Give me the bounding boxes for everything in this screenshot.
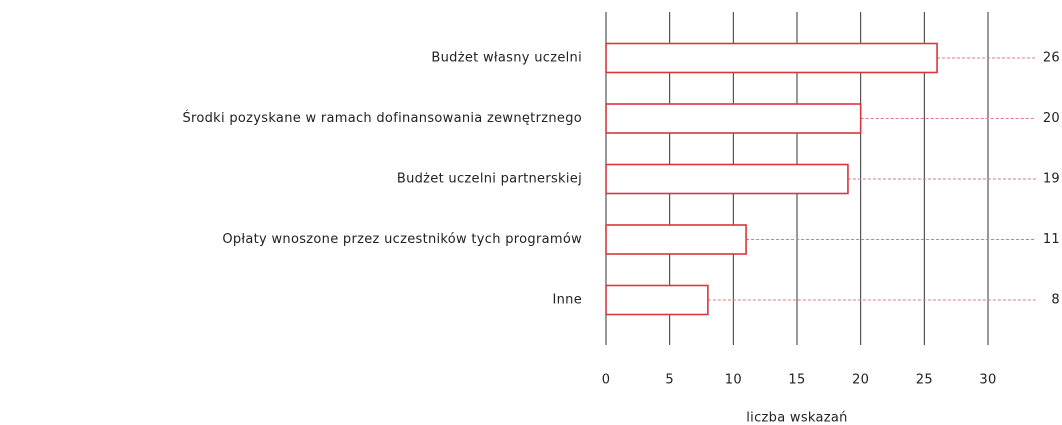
data-label: 8 bbox=[1051, 293, 1060, 308]
data-label: 11 bbox=[1043, 232, 1060, 247]
data-label: 19 bbox=[1043, 172, 1060, 187]
x-tick-label: 30 bbox=[979, 373, 996, 388]
bar bbox=[605, 224, 747, 255]
x-tick-label: 25 bbox=[916, 373, 933, 388]
bar bbox=[605, 284, 709, 316]
y-tick-label: Budżet uczelni partnerskiej bbox=[397, 172, 582, 187]
x-axis-title: liczba wskazań bbox=[746, 411, 847, 425]
x-tick-label: 20 bbox=[852, 373, 869, 388]
y-tick-label: Środki pozyskane w ramach dofinansowania… bbox=[182, 110, 582, 126]
bar bbox=[605, 163, 849, 195]
x-tick-label: 0 bbox=[602, 373, 611, 388]
x-tick-label: 5 bbox=[665, 373, 674, 388]
bar bbox=[605, 103, 862, 134]
x-tick-label: 10 bbox=[725, 373, 742, 388]
x-tick-label: 15 bbox=[788, 373, 805, 388]
data-label: 20 bbox=[1043, 111, 1060, 126]
y-tick-label: Budżet własny uczelni bbox=[431, 51, 582, 66]
y-tick-label: Opłaty wnoszone przez uczestników tych p… bbox=[222, 232, 582, 247]
bar bbox=[605, 42, 938, 74]
data-label: 26 bbox=[1043, 51, 1060, 66]
y-tick-label: Inne bbox=[552, 293, 582, 308]
